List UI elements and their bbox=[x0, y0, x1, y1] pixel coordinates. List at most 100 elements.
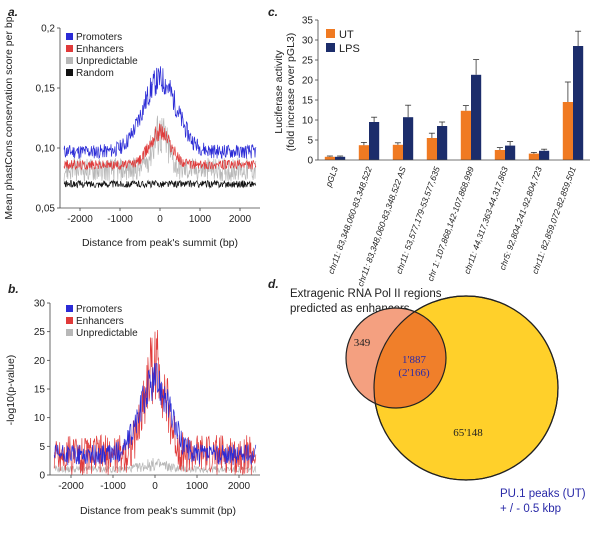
legend-label-lps: LPS bbox=[339, 43, 360, 55]
legend-label-unpredictable: Unpredictable bbox=[76, 328, 138, 339]
y-tick-label: 0,05 bbox=[36, 204, 56, 215]
y-tick-label: 30 bbox=[34, 299, 46, 310]
series-line-random bbox=[63, 179, 257, 189]
y-tick-label: 0,2 bbox=[41, 24, 55, 35]
venn-caption-line1: PU.1 peaks (UT) bbox=[500, 488, 586, 500]
x-tick-label: 2000 bbox=[228, 481, 251, 492]
y-tick-label: 5 bbox=[39, 442, 45, 453]
x-tick-label: -1000 bbox=[100, 481, 126, 492]
panel-b-series bbox=[53, 329, 257, 476]
legend-label-ut: UT bbox=[339, 29, 354, 41]
venn-right-count: 65'148 bbox=[453, 427, 483, 439]
legend-swatch-promoters bbox=[66, 33, 73, 40]
bar-ut bbox=[494, 150, 505, 160]
panel-c-y-ticks: 0 5 10 15 20 25 30 35 bbox=[302, 16, 318, 167]
panel-b-line-chart: b. 0 5 10 15 20 25 30 -2000 -1000 0 1000 2000 -log… bbox=[5, 282, 260, 517]
y-tick-label: 25 bbox=[34, 327, 46, 338]
bar-lps bbox=[335, 156, 346, 160]
bar-lps bbox=[471, 74, 482, 160]
bar-lps bbox=[505, 145, 516, 160]
bar-ut bbox=[324, 156, 335, 160]
legend-swatch-enhancers bbox=[66, 317, 73, 324]
x-tick-label: 1000 bbox=[186, 481, 209, 492]
legend-swatch-unpredictable bbox=[66, 57, 73, 64]
x-tick-label: -2000 bbox=[67, 214, 93, 225]
panel-a-y-label: Mean phastCons conservation score per bp bbox=[3, 16, 15, 219]
y-tick-label: 10 bbox=[34, 413, 46, 424]
legend-swatch-promoters bbox=[66, 305, 73, 312]
y-tick-label: 35 bbox=[302, 16, 314, 27]
legend-label-enhancers: Enhancers bbox=[76, 316, 124, 327]
series-line-promoters bbox=[63, 66, 257, 160]
y-tick-label: 0 bbox=[39, 471, 45, 482]
y-tick-label: 30 bbox=[302, 36, 314, 47]
x-tick-label: -2000 bbox=[58, 481, 84, 492]
venn-overlap-region bbox=[374, 308, 446, 408]
venn-enhancer-outline bbox=[345, 307, 447, 409]
y-tick-label: 10 bbox=[302, 116, 314, 127]
y-tick-label: 0 bbox=[307, 156, 313, 167]
bar-ut bbox=[562, 102, 573, 160]
x-tick-label: 1000 bbox=[189, 214, 212, 225]
x-tick-label: 2000 bbox=[229, 214, 252, 225]
x-tick-label: 0 bbox=[152, 481, 158, 492]
bar-ut bbox=[392, 144, 403, 160]
legend-swatch-enhancers bbox=[66, 45, 73, 52]
legend-label-unpredictable: Unpredictable bbox=[76, 56, 138, 67]
x-tick-label: -1000 bbox=[107, 214, 133, 225]
legend-label-random: Random bbox=[76, 68, 114, 79]
bar-lps bbox=[369, 122, 380, 160]
panel-d-label: d. bbox=[268, 277, 279, 291]
y-tick-label: 25 bbox=[302, 56, 314, 67]
panel-d-venn: d. Extragenic RNA Pol II regions predict… bbox=[268, 277, 586, 515]
panel-a-line-chart: a. 0,05 0,10 0,15 0,2 -2000 -1000 0 1000 2000 M… bbox=[3, 5, 260, 249]
y-tick-label: 0,15 bbox=[36, 84, 56, 95]
panel-b-y-label: -log10(p-value) bbox=[5, 355, 17, 426]
category-label: pGL3 bbox=[323, 165, 340, 189]
y-tick-label: 0,10 bbox=[36, 144, 56, 155]
series-line-enhancers bbox=[63, 123, 257, 171]
panel-b-x-ticks: -2000 -1000 0 1000 2000 bbox=[58, 475, 251, 492]
panel-c-label: c. bbox=[268, 5, 278, 19]
bar-lps bbox=[437, 126, 448, 160]
bar-ut bbox=[528, 153, 539, 160]
panel-a-x-ticks: -2000 -1000 0 1000 2000 bbox=[67, 208, 252, 225]
series-line-unpredictable bbox=[53, 457, 257, 474]
legend-label-enhancers: Enhancers bbox=[76, 44, 124, 55]
panel-a-label: a. bbox=[8, 5, 18, 19]
y-tick-label: 5 bbox=[307, 136, 313, 147]
bar-ut bbox=[426, 138, 437, 160]
y-tick-label: 15 bbox=[302, 96, 314, 107]
panel-c-y-label-2: (fold increase over pGL3) bbox=[285, 33, 297, 151]
venn-title-line1: Extragenic RNA Pol II regions bbox=[290, 288, 442, 300]
series-line-promoters bbox=[53, 363, 257, 466]
legend-label-promoters: Promoters bbox=[76, 32, 122, 43]
panel-a-y-ticks: 0,05 0,10 0,15 0,2 bbox=[36, 24, 60, 215]
bar-ut bbox=[460, 110, 471, 160]
panel-c-y-label: Luciferase activity bbox=[273, 50, 285, 134]
panel-b-label: b. bbox=[8, 282, 19, 296]
venn-left-count: 349 bbox=[354, 337, 371, 349]
panel-b-y-ticks: 0 5 10 15 20 25 30 bbox=[34, 299, 50, 482]
panel-a-series bbox=[63, 66, 257, 189]
panel-b-x-label: Distance from peak's summit (bp) bbox=[80, 505, 236, 517]
venn-overlap-count: 1'887 bbox=[402, 354, 426, 366]
y-tick-label: 20 bbox=[34, 356, 46, 367]
bar-lps bbox=[539, 150, 550, 160]
legend-label-promoters: Promoters bbox=[76, 304, 122, 315]
venn-pu1-outline bbox=[373, 295, 559, 481]
bar-lps bbox=[573, 46, 584, 160]
legend-swatch-lps bbox=[326, 43, 335, 52]
y-tick-label: 20 bbox=[302, 76, 314, 87]
x-tick-label: 0 bbox=[157, 214, 163, 225]
panel-c-legend: UT LPS bbox=[326, 29, 360, 55]
bar-ut bbox=[358, 145, 369, 160]
panel-a-x-label: Distance from peak's summit (bp) bbox=[82, 237, 238, 249]
legend-swatch-random bbox=[66, 69, 73, 76]
panel-c-bars bbox=[324, 30, 584, 160]
